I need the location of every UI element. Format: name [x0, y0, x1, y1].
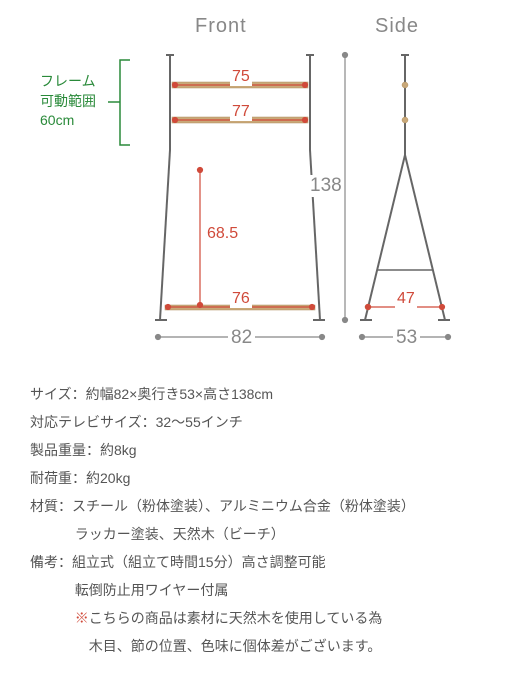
- dimension-diagram: Front Side フレーム 可動範囲 60cm: [0, 0, 525, 370]
- dim-53: 53: [393, 327, 420, 349]
- spec-warn-1: ※こちらの商品は素材に天然木を使用している為: [30, 604, 495, 632]
- spec-warn-2: 木目、節の位置、色味に個体差がございます。: [30, 632, 495, 660]
- dim-47: 47: [395, 290, 417, 308]
- dim-77: 77: [230, 103, 252, 121]
- spec-material-1: 材質：スチール（粉体塗装）、アルミニウム合金（粉体塗装）: [30, 492, 495, 520]
- spec-load: 耐荷重：約20kg: [30, 464, 495, 492]
- diagram-svg: [0, 0, 525, 370]
- spec-size: サイズ：約幅82×奥行き53×高さ138cm: [30, 380, 495, 408]
- dim-138: 138: [310, 175, 342, 197]
- dim-82: 82: [228, 327, 255, 349]
- spec-note-1: 備考：組立式（組立て時間15分）高さ調整可能: [30, 548, 495, 576]
- dim-68-5: 68.5: [207, 225, 238, 243]
- warn-star-icon: ※: [75, 610, 89, 626]
- dim-75: 75: [230, 68, 252, 86]
- spec-material-2: ラッカー塗装、天然木（ビーチ）: [30, 520, 495, 548]
- spec-note-2: 転倒防止用ワイヤー付属: [30, 576, 495, 604]
- spec-text: サイズ：約幅82×奥行き53×高さ138cm 対応テレビサイズ：32〜55インチ…: [0, 370, 525, 680]
- spec-tv: 対応テレビサイズ：32〜55インチ: [30, 408, 495, 436]
- spec-weight: 製品重量：約8kg: [30, 436, 495, 464]
- dim-76: 76: [230, 290, 252, 308]
